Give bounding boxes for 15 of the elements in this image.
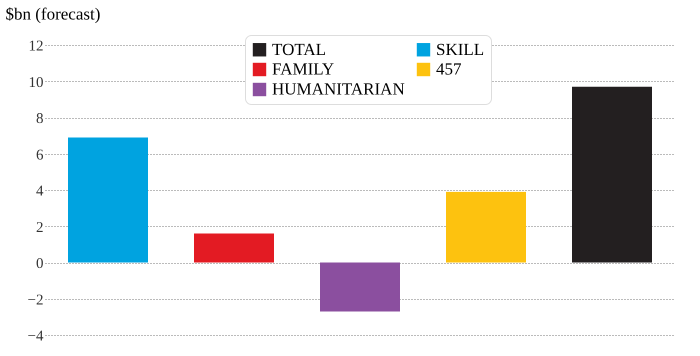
legend-label: FAMILY [272,60,334,78]
legend-label: HUMANITARIAN [272,80,405,98]
legend-label: TOTAL [272,40,326,59]
y-tick-label: 12 [28,38,44,54]
y-tick-label: 4 [36,184,44,200]
y-axis-title: $bn (forecast) [6,4,100,24]
y-tick-label: −2 [28,292,44,308]
y-tick-label: −4 [28,328,44,344]
y-tick-label: 6 [36,147,44,164]
y-tick-label: 8 [36,111,44,127]
y-tick-label: 2 [36,220,44,236]
legend-label: 457 [436,60,462,78]
y-tick-label: 0 [36,256,44,272]
y-tick-label: 10 [28,74,44,91]
legend-label: SKILL [436,40,484,59]
